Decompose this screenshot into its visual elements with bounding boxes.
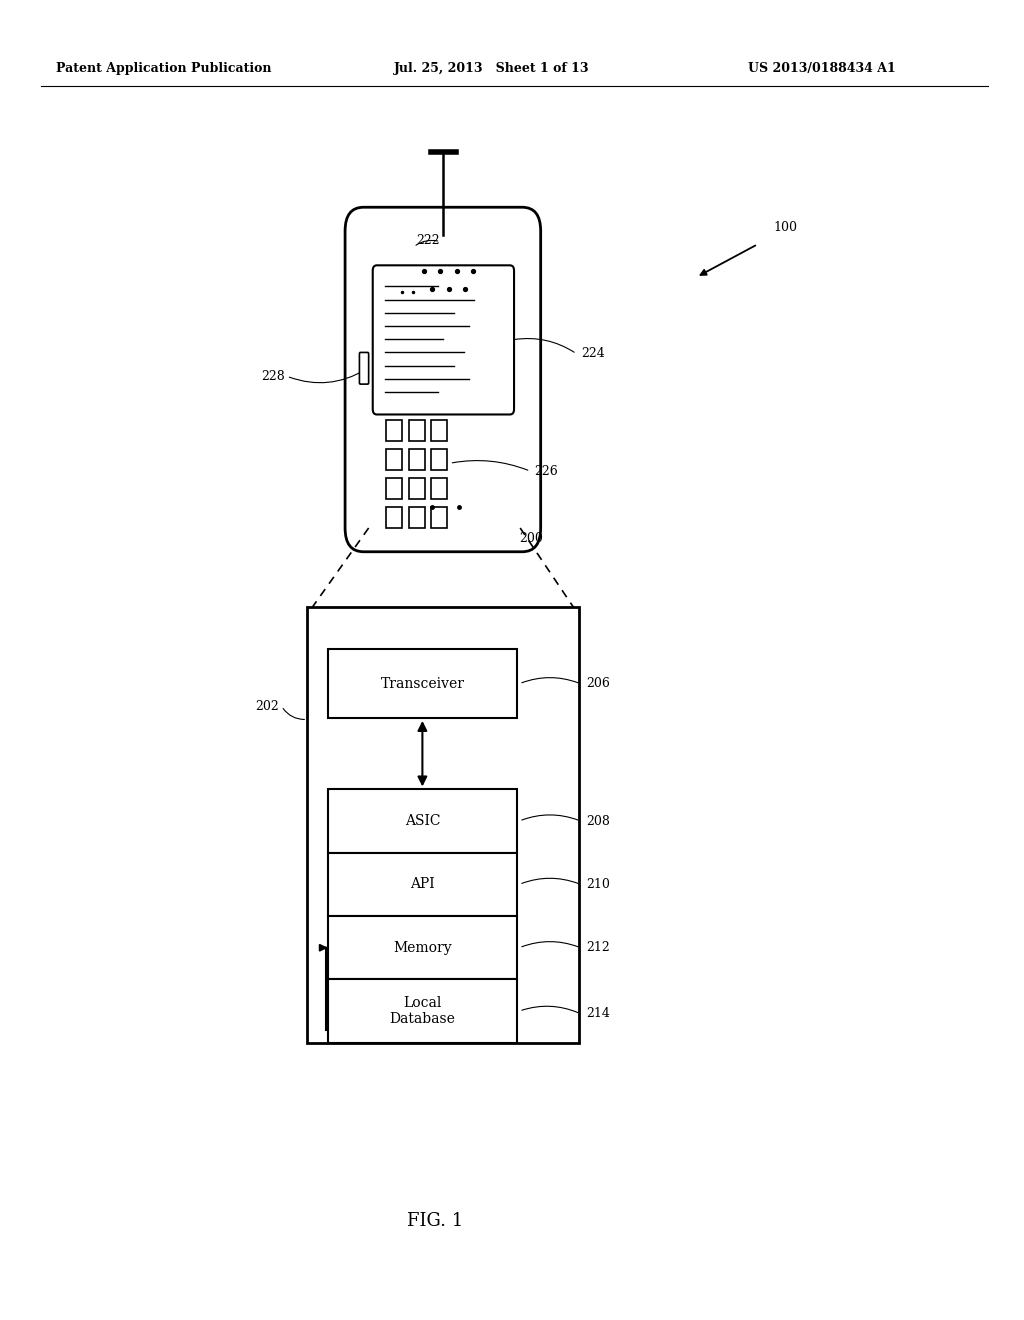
Text: US 2013/0188434 A1: US 2013/0188434 A1 (748, 62, 895, 75)
Text: Transceiver: Transceiver (380, 677, 465, 690)
Bar (431, 420, 447, 441)
Text: Memory: Memory (393, 941, 452, 954)
Text: 206: 206 (586, 677, 609, 690)
Bar (431, 449, 447, 470)
Bar (386, 449, 402, 470)
Bar (386, 478, 402, 499)
Text: 212: 212 (586, 941, 609, 954)
Text: 210: 210 (586, 878, 609, 891)
Text: 222: 222 (416, 234, 439, 247)
Bar (328, 853, 517, 916)
Bar (328, 649, 517, 718)
Bar (328, 916, 517, 979)
Bar (409, 507, 425, 528)
FancyBboxPatch shape (373, 265, 514, 414)
Text: 200: 200 (519, 532, 543, 545)
Bar (431, 478, 447, 499)
Text: API: API (410, 878, 435, 891)
Text: Patent Application Publication: Patent Application Publication (56, 62, 271, 75)
Text: ASIC: ASIC (404, 814, 440, 828)
Bar (386, 420, 402, 441)
Text: 202: 202 (255, 700, 279, 713)
Bar (328, 979, 517, 1043)
Bar (409, 449, 425, 470)
Text: 224: 224 (582, 347, 605, 360)
Text: Local
Database: Local Database (389, 997, 456, 1026)
FancyBboxPatch shape (359, 352, 369, 384)
Text: 100: 100 (773, 220, 797, 234)
Bar (409, 420, 425, 441)
FancyBboxPatch shape (345, 207, 541, 552)
Text: FIG. 1: FIG. 1 (408, 1212, 463, 1230)
Bar (307, 607, 579, 1043)
Text: 228: 228 (261, 370, 285, 383)
Bar (431, 507, 447, 528)
Bar (409, 478, 425, 499)
Text: 226: 226 (535, 465, 558, 478)
Text: 208: 208 (586, 814, 609, 828)
Bar (328, 789, 517, 853)
Text: Jul. 25, 2013   Sheet 1 of 13: Jul. 25, 2013 Sheet 1 of 13 (394, 62, 590, 75)
Bar (386, 507, 402, 528)
Text: 214: 214 (586, 1007, 609, 1020)
